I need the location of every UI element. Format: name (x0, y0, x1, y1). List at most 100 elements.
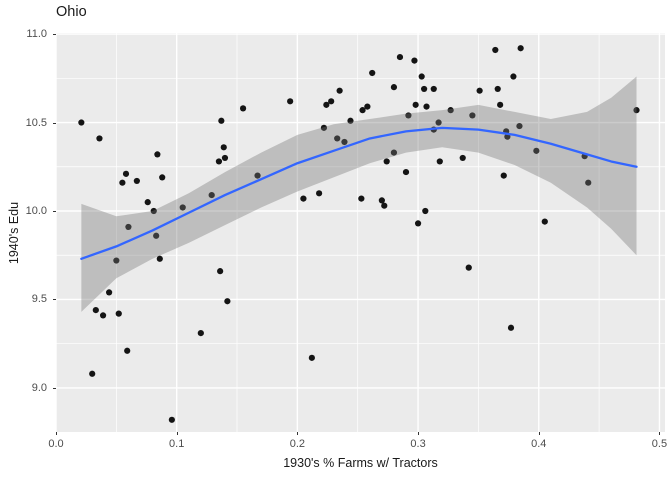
plot-panel (56, 33, 665, 432)
data-point (516, 122, 523, 130)
x-tick-mark (176, 432, 178, 435)
data-point (500, 172, 507, 179)
data-point (125, 223, 132, 231)
x-tick-mark (538, 432, 540, 435)
data-point (383, 158, 390, 165)
y-tick-mark (53, 387, 56, 389)
data-point (300, 195, 307, 202)
y-tick-label: 10.5 (25, 116, 47, 129)
y-tick-label: 9.0 (31, 381, 47, 394)
data-point (465, 264, 472, 271)
x-tick-label: 0.4 (531, 438, 547, 450)
data-point (89, 370, 96, 377)
y-tick-mark (53, 299, 56, 301)
chart-canvas (56, 33, 665, 432)
data-point (633, 107, 640, 114)
y-tick-mark (53, 211, 56, 212)
data-point (150, 207, 157, 215)
data-point (358, 195, 365, 202)
data-point (492, 46, 499, 54)
data-point (411, 57, 418, 64)
data-point (144, 199, 151, 206)
data-point (92, 306, 99, 314)
data-point (390, 84, 398, 91)
y-tick-label: 10.0 (25, 205, 47, 217)
data-point (218, 117, 225, 124)
data-point (328, 98, 335, 105)
data-point (447, 107, 454, 114)
data-point (287, 98, 294, 105)
data-point (436, 158, 443, 165)
data-point (359, 107, 366, 114)
data-point (422, 207, 429, 215)
data-point (96, 135, 103, 142)
data-point (507, 324, 515, 331)
data-point (381, 202, 388, 209)
data-point (435, 119, 442, 126)
data-point (423, 103, 430, 110)
data-point (414, 220, 422, 227)
data-point (208, 191, 215, 199)
data-point (585, 179, 592, 186)
data-point (405, 112, 412, 119)
data-point (369, 69, 376, 77)
data-point (378, 197, 385, 204)
x-tick-label: 0.0 (48, 438, 64, 450)
data-point (418, 73, 425, 80)
data-point (510, 73, 517, 80)
data-point (421, 85, 428, 93)
confidence-ribbon (81, 76, 637, 312)
data-point (78, 119, 85, 126)
x-tick-label: 0.5 (651, 438, 668, 450)
data-point (364, 103, 371, 110)
data-point (254, 172, 261, 179)
data-point (390, 149, 398, 156)
data-point (476, 87, 483, 94)
data-point (412, 101, 419, 108)
data-point (124, 347, 131, 354)
data-point (99, 312, 107, 319)
x-tick-label: 0.1 (169, 438, 185, 450)
data-point (133, 177, 140, 185)
data-point (402, 168, 410, 176)
data-point (341, 138, 348, 146)
data-point (459, 154, 466, 162)
smooth-line (80, 126, 638, 260)
data-point (347, 117, 354, 124)
data-point (316, 190, 323, 197)
data-point (115, 310, 122, 317)
data-point (113, 257, 120, 264)
data-point (119, 179, 126, 186)
data-point (168, 416, 175, 423)
data-point (336, 87, 343, 94)
data-point (221, 154, 229, 162)
data-point (122, 170, 130, 177)
data-point (159, 174, 166, 181)
y-axis-title: 1940's Edu (7, 201, 21, 265)
data-point (334, 135, 341, 142)
x-tick-mark (56, 432, 57, 435)
data-point (517, 45, 524, 52)
x-axis-title: 1930's % Farms w/ Tractors (283, 456, 438, 470)
chart-title: Ohio (56, 4, 87, 20)
data-point (396, 53, 404, 61)
y-tick-mark (53, 122, 56, 124)
data-point (320, 124, 328, 131)
x-tick-label: 0.2 (289, 438, 306, 450)
data-point (197, 329, 204, 337)
data-point (220, 144, 227, 151)
x-tick-label: 0.3 (410, 438, 426, 450)
data-point (239, 105, 247, 112)
data-point (154, 151, 161, 158)
data-point (215, 158, 223, 165)
y-tick-label: 9.5 (31, 293, 47, 306)
x-tick-mark (659, 432, 661, 435)
y-tick-label: 11.0 (26, 28, 47, 41)
data-point (497, 101, 504, 108)
data-point (323, 101, 330, 108)
data-point (533, 147, 540, 154)
data-point (541, 218, 548, 225)
data-point (224, 298, 231, 305)
data-point (106, 289, 113, 296)
